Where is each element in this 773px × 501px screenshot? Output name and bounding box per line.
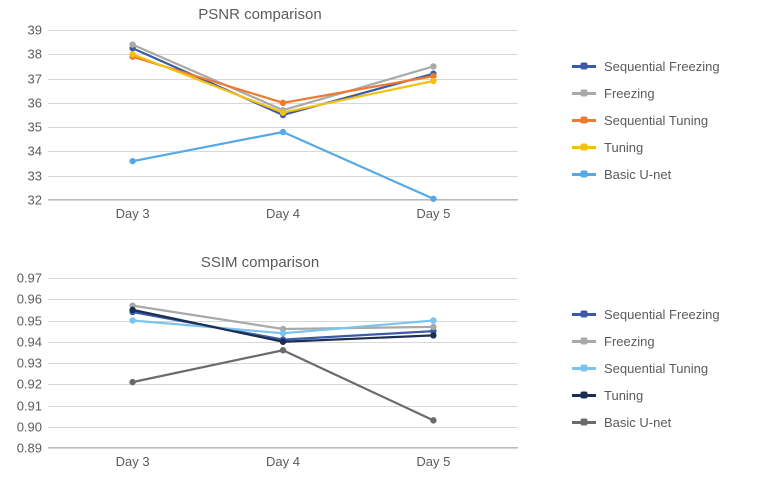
ytick-label: 0.93 — [17, 356, 48, 371]
series-marker — [280, 129, 286, 135]
series-marker — [129, 41, 135, 47]
xtick-label: Day 3 — [116, 448, 150, 469]
series-layer — [48, 278, 518, 448]
legend: Sequential Freezing Freezing Sequential Tu… — [572, 306, 720, 441]
series-line — [133, 306, 434, 329]
legend-swatch — [572, 313, 596, 316]
legend-label: Sequential Tuning — [604, 361, 708, 376]
ytick-label: 35 — [28, 120, 48, 135]
legend-item: Freezing — [572, 85, 720, 101]
chart-title: SSIM comparison — [0, 254, 520, 271]
legend-swatch — [572, 340, 596, 343]
legend-swatch — [572, 65, 596, 68]
legend-label: Sequential Freezing — [604, 59, 720, 74]
series-marker — [430, 332, 436, 338]
legend-item: Basic U-net — [572, 414, 720, 430]
series-marker — [430, 63, 436, 69]
series-marker — [280, 339, 286, 345]
series-marker — [129, 317, 135, 323]
xtick-label: Day 5 — [416, 448, 450, 469]
figure-container: PSNR comparison3233343536373839Day 3Day … — [0, 0, 773, 501]
legend-swatch — [572, 119, 596, 122]
ytick-label: 0.89 — [17, 441, 48, 456]
chart-title: PSNR comparison — [0, 6, 520, 23]
series-marker — [280, 100, 286, 106]
series-marker — [430, 78, 436, 84]
ytick-label: 0.90 — [17, 419, 48, 434]
xtick-label: Day 3 — [116, 200, 150, 221]
series-marker — [280, 109, 286, 115]
series-marker — [430, 417, 436, 423]
legend-item: Sequential Freezing — [572, 58, 720, 74]
series-line — [133, 132, 434, 199]
legend-label: Freezing — [604, 86, 655, 101]
ytick-label: 0.97 — [17, 271, 48, 286]
series-marker — [280, 347, 286, 353]
ytick-label: 0.96 — [17, 292, 48, 307]
legend-label: Tuning — [604, 140, 643, 155]
legend-swatch — [572, 421, 596, 424]
legend-item: Basic U-net — [572, 166, 720, 182]
legend-item: Tuning — [572, 387, 720, 403]
plot-area: 3233343536373839Day 3Day 4Day 5 — [48, 30, 518, 200]
ytick-label: 39 — [28, 23, 48, 38]
legend-label: Sequential Tuning — [604, 113, 708, 128]
xtick-label: Day 4 — [266, 200, 300, 221]
ytick-label: 36 — [28, 95, 48, 110]
legend-swatch — [572, 367, 596, 370]
xtick-label: Day 4 — [266, 448, 300, 469]
legend-label: Basic U-net — [604, 167, 671, 182]
ytick-label: 33 — [28, 168, 48, 183]
legend-label: Sequential Freezing — [604, 307, 720, 322]
legend-swatch — [572, 92, 596, 95]
ytick-label: 0.92 — [17, 377, 48, 392]
series-layer — [48, 30, 518, 200]
series-marker — [129, 379, 135, 385]
legend-swatch — [572, 146, 596, 149]
ytick-label: 32 — [28, 193, 48, 208]
series-marker — [430, 317, 436, 323]
ytick-label: 0.94 — [17, 334, 48, 349]
ytick-label: 0.91 — [17, 398, 48, 413]
xtick-label: Day 5 — [416, 200, 450, 221]
legend-item: Freezing — [572, 333, 720, 349]
legend-label: Freezing — [604, 334, 655, 349]
ytick-label: 34 — [28, 144, 48, 159]
series-marker — [129, 158, 135, 164]
legend-item: Sequential Tuning — [572, 112, 720, 128]
plot-area: 0.890.900.910.920.930.940.950.960.97Day … — [48, 278, 518, 448]
series-marker — [129, 51, 135, 57]
legend-label: Basic U-net — [604, 415, 671, 430]
legend-item: Sequential Tuning — [572, 360, 720, 376]
series-marker — [430, 324, 436, 330]
series-line — [133, 350, 434, 420]
legend-item: Tuning — [572, 139, 720, 155]
ytick-label: 37 — [28, 71, 48, 86]
ytick-label: 0.95 — [17, 313, 48, 328]
legend-label: Tuning — [604, 388, 643, 403]
series-marker — [280, 330, 286, 336]
legend-swatch — [572, 173, 596, 176]
legend-item: Sequential Freezing — [572, 306, 720, 322]
ytick-label: 38 — [28, 47, 48, 62]
legend: Sequential Freezing Freezing Sequential Tu… — [572, 58, 720, 193]
series-marker — [129, 307, 135, 313]
series-marker — [430, 196, 436, 202]
legend-swatch — [572, 394, 596, 397]
